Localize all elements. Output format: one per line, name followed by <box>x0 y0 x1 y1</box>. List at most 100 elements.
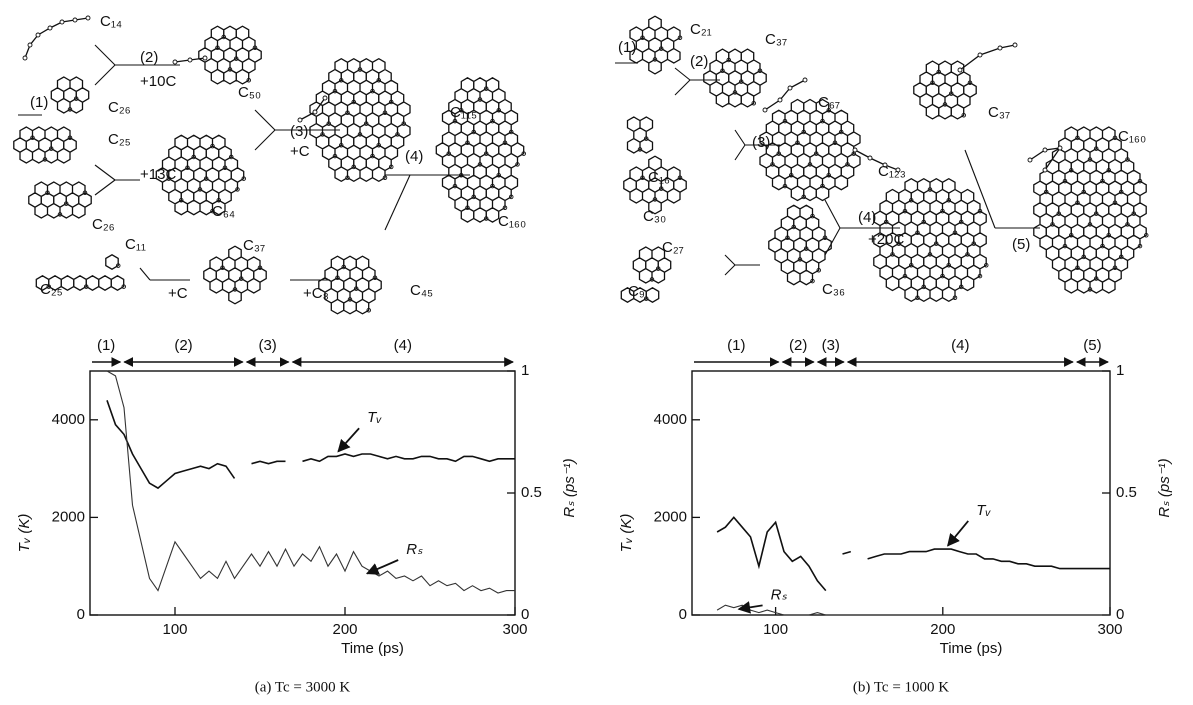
molecule-label: C₂₅ <box>40 281 63 298</box>
reaction-arrow <box>254 109 276 131</box>
plot-frame <box>691 370 1111 616</box>
phase-label: (3) <box>822 337 840 354</box>
molecule-label: C₁₁₅ <box>450 104 477 121</box>
molecule <box>703 48 767 108</box>
molecule-label: C₃₀ <box>643 208 666 225</box>
y2-tick-label: 1 <box>1116 362 1124 379</box>
reaction-arrow <box>384 174 411 231</box>
y2-tick-label: 0 <box>1116 606 1124 623</box>
x-tick-label: 200 <box>332 621 357 638</box>
y-axis-label: Tᵥ (K) <box>618 514 635 553</box>
phase-label: (2) <box>174 337 192 354</box>
molecule-label: C₆₄ <box>212 203 235 220</box>
carbon-chain <box>764 79 806 111</box>
y-tick-label: 4000 <box>654 411 687 428</box>
y2-axis-label: Rₛ (ps⁻¹) <box>1156 458 1173 517</box>
molecule-label: C₁₁ <box>125 236 146 253</box>
x-tick-label: 200 <box>930 621 955 638</box>
series-annotation: Rₛ <box>406 541 423 558</box>
x-tick-label: 100 <box>162 621 187 638</box>
molecule-label: C₂₇ <box>662 239 684 256</box>
molecule-label: C₁₆ <box>648 169 670 186</box>
atom <box>47 25 53 31</box>
plot-frame <box>89 370 516 616</box>
series-line <box>106 400 515 490</box>
x-tick-label: 300 <box>502 621 527 638</box>
atom <box>957 67 963 73</box>
molecule <box>759 98 861 202</box>
atom <box>202 55 208 61</box>
atom <box>322 95 328 101</box>
molecule <box>626 116 654 154</box>
y-tick-label: 0 <box>77 606 85 623</box>
molecule-label: C₅₀ <box>238 84 261 101</box>
reaction-arrow <box>254 129 276 151</box>
molecule <box>198 25 262 85</box>
phase-label: (5) <box>1083 337 1101 354</box>
reaction-arrow <box>724 254 736 266</box>
x-axis-label: Time (ps) <box>940 640 1003 657</box>
molecule-label: C₃₇ <box>765 31 787 48</box>
y2-tick-label: 1 <box>521 362 529 379</box>
y2-tick-label: 0.5 <box>521 484 542 501</box>
phase-label: (1) <box>97 337 115 354</box>
atom <box>895 167 901 173</box>
molecule <box>873 177 987 303</box>
series-annotation: Rₛ <box>771 586 788 603</box>
phase-label: (4) <box>394 337 412 354</box>
molecule-label: C₆₇ <box>818 94 840 111</box>
y-tick-label: 4000 <box>52 411 85 428</box>
atom <box>997 45 1003 51</box>
carbon-chain <box>299 97 326 121</box>
atom <box>867 155 873 161</box>
atom <box>762 107 768 113</box>
molecule-label: +C <box>290 143 310 160</box>
molecule-label: C₁₆₀ <box>498 213 526 230</box>
atom <box>35 32 41 38</box>
molecule-label: (1) <box>618 39 636 56</box>
annotation-arrow <box>365 559 399 575</box>
molecule-label: (2) <box>140 49 158 66</box>
molecule-label: +13C <box>140 166 176 183</box>
molecule-label: +C <box>168 285 188 302</box>
atom <box>172 59 178 65</box>
atom <box>59 19 65 25</box>
caption: (b) Tc = 1000 K <box>853 679 949 695</box>
carbon-chain <box>959 44 1016 71</box>
molecule-label: (3) <box>290 123 308 140</box>
atom <box>852 147 858 153</box>
reaction-arrow <box>724 264 736 276</box>
molecule-label: C₂₆ <box>108 99 131 116</box>
annotation-arrow <box>947 520 969 547</box>
atom <box>187 57 193 63</box>
phase-label: (1) <box>727 337 745 354</box>
molecule-label: (4) <box>858 209 876 226</box>
molecule-label: (3) <box>752 134 770 151</box>
molecule-label: C₄₅ <box>410 282 433 299</box>
molecule-label: (1) <box>30 94 48 111</box>
phase-label: (2) <box>789 337 807 354</box>
atom <box>1027 157 1033 163</box>
series-line <box>716 516 1110 592</box>
molecule <box>1033 126 1147 294</box>
series-annotation: Tᵥ <box>367 409 382 426</box>
molecule-label: C₁₆₀ <box>1118 128 1146 145</box>
atom <box>22 55 28 61</box>
molecule <box>28 181 92 219</box>
atom <box>977 52 983 58</box>
carbon-chain <box>854 149 899 171</box>
reaction-arrow <box>824 199 841 229</box>
y-tick-label: 2000 <box>52 508 85 525</box>
molecule <box>35 275 125 291</box>
molecule-label: C₃₇ <box>988 104 1010 121</box>
reaction-arrow <box>734 129 746 146</box>
molecule-label: +20C <box>868 231 904 248</box>
molecule <box>620 287 660 303</box>
molecule-label: C₃₇ <box>243 237 265 254</box>
molecule <box>50 76 90 114</box>
atom <box>85 15 91 21</box>
reaction-arrow <box>824 227 841 256</box>
reaction-arrow <box>94 164 116 181</box>
molecule <box>318 255 382 315</box>
molecule-label: (4) <box>405 148 423 165</box>
